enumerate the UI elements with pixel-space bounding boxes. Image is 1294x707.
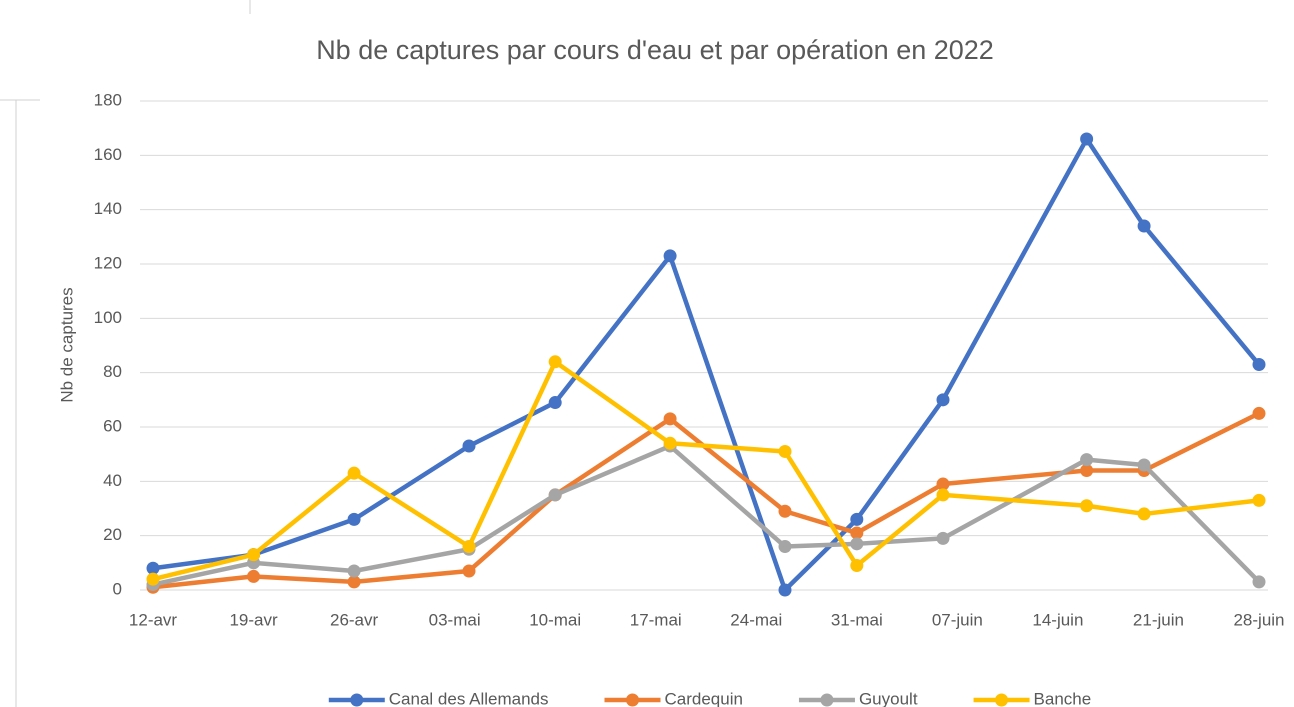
x-tick-label: 14-juin xyxy=(1032,610,1083,629)
data-point xyxy=(347,466,361,480)
legend-label: Canal des Allemands xyxy=(389,689,549,707)
data-point xyxy=(1080,453,1094,467)
data-point xyxy=(936,488,950,502)
data-point xyxy=(850,526,864,540)
data-point xyxy=(663,249,677,263)
legend-marker xyxy=(820,693,834,707)
data-point xyxy=(1252,406,1266,420)
data-point xyxy=(850,537,864,551)
data-point xyxy=(1080,463,1094,477)
data-point xyxy=(347,512,361,526)
data-point xyxy=(146,572,160,586)
x-tick-label: 17-mai xyxy=(630,610,682,629)
data-point xyxy=(548,355,562,369)
x-tick-label: 28-juin xyxy=(1233,610,1284,629)
x-tick-label: 26-avr xyxy=(330,610,379,629)
series-line xyxy=(152,359,1260,582)
y-tick-label: 160 xyxy=(94,145,122,164)
y-tick-label: 60 xyxy=(103,416,122,435)
y-tick-label: 140 xyxy=(94,199,122,218)
data-point xyxy=(1252,493,1266,507)
x-tick-label: 19-avr xyxy=(229,610,278,629)
x-tick-label: 21-juin xyxy=(1133,610,1184,629)
legend-label: Banche xyxy=(1034,689,1092,707)
chart-title: Nb de captures par cours d'eau et par op… xyxy=(316,35,994,65)
data-point xyxy=(462,540,476,554)
series-line xyxy=(152,136,1261,593)
y-tick-label: 20 xyxy=(103,525,122,544)
data-point xyxy=(850,512,864,526)
data-point xyxy=(1252,575,1266,589)
data-point xyxy=(462,564,476,578)
data-point xyxy=(1137,458,1151,472)
data-point xyxy=(663,436,677,450)
legend-marker xyxy=(626,693,639,707)
legend-label: Guyoult xyxy=(859,689,918,707)
data-point xyxy=(850,559,864,573)
y-axis-label: Nb de captures xyxy=(57,287,76,402)
x-tick-label: 24-mai xyxy=(730,610,782,629)
y-tick-label: 120 xyxy=(94,253,122,272)
data-point xyxy=(778,444,792,458)
legend-marker xyxy=(350,693,364,707)
x-tick-label: 10-mai xyxy=(529,610,581,629)
series-line xyxy=(152,411,1261,590)
data-point xyxy=(1137,507,1151,521)
legend-label: Cardequin xyxy=(665,689,743,707)
data-point xyxy=(936,477,950,491)
data-point xyxy=(347,564,361,578)
data-point xyxy=(1080,499,1094,513)
legend-marker xyxy=(995,693,1009,707)
data-point xyxy=(347,575,361,589)
data-point xyxy=(462,439,476,453)
y-tick-label: 40 xyxy=(103,471,122,490)
series-line xyxy=(152,443,1261,587)
data-point xyxy=(663,412,677,426)
data-point xyxy=(936,393,950,407)
data-point xyxy=(247,569,261,583)
data-point xyxy=(1252,358,1266,372)
y-tick-label: 80 xyxy=(103,362,122,381)
x-tick-label: 07-juin xyxy=(932,610,983,629)
data-point xyxy=(936,531,950,545)
data-point xyxy=(146,561,160,575)
x-tick-label: 31-mai xyxy=(831,610,883,629)
data-point xyxy=(1137,219,1151,233)
data-point xyxy=(778,540,792,554)
data-point xyxy=(548,488,562,502)
x-tick-label: 12-avr xyxy=(129,610,178,629)
y-tick-label: 0 xyxy=(113,579,122,598)
data-point xyxy=(247,548,261,562)
data-point xyxy=(778,504,792,518)
x-tick-label: 03-mai xyxy=(429,610,481,629)
data-point xyxy=(778,583,792,597)
data-point xyxy=(548,396,562,410)
y-tick-label: 100 xyxy=(94,308,122,327)
y-tick-label: 180 xyxy=(94,90,122,109)
data-point xyxy=(1080,132,1094,146)
